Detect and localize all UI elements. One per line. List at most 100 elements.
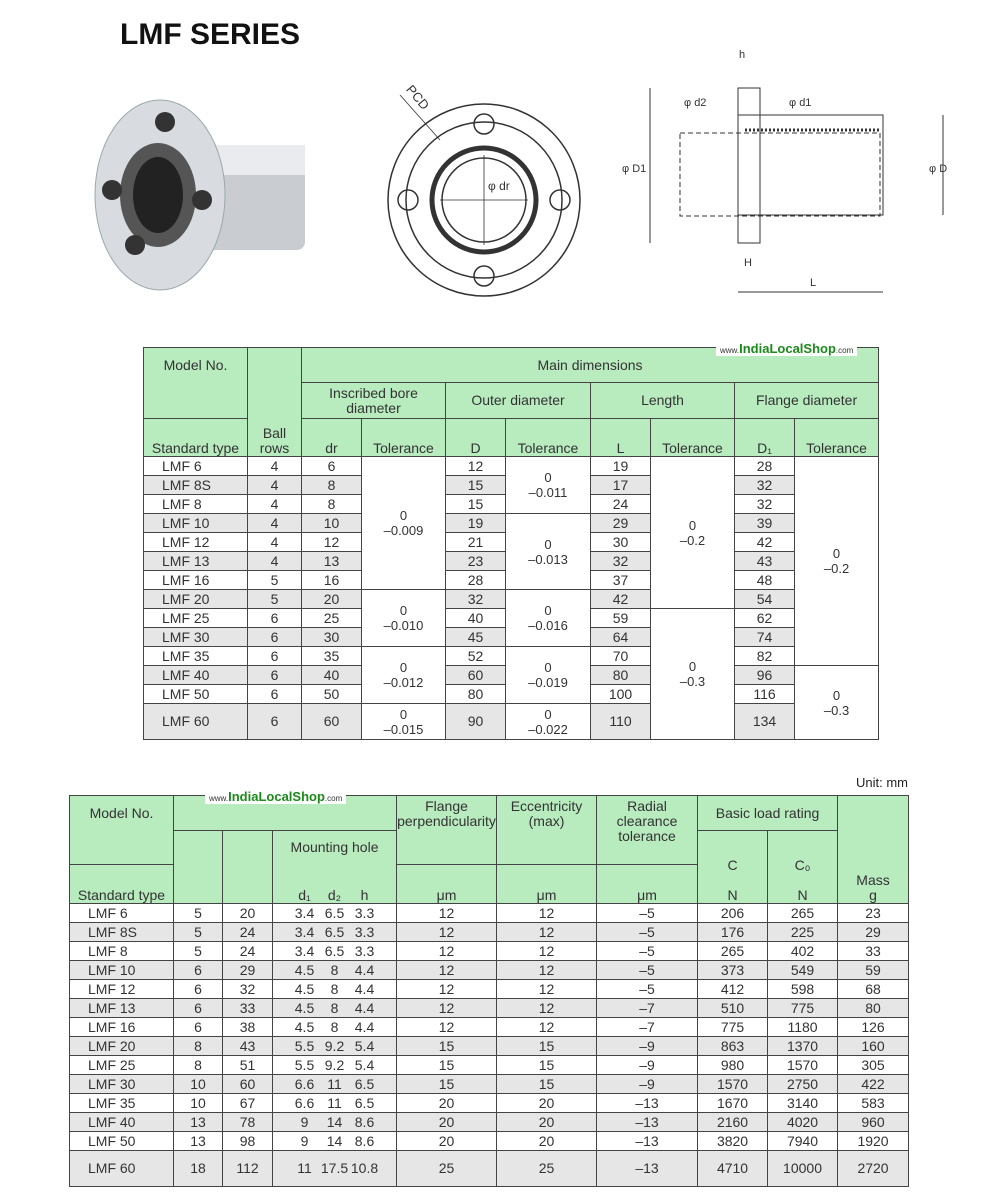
header-D1: D₁ [734, 418, 795, 457]
tolerance-upper: 0 [544, 660, 552, 675]
tolerance-lower: –0.022 [528, 721, 568, 737]
L-cell: 80 [590, 665, 651, 685]
eccentricity-cell: 15 [496, 1036, 598, 1056]
H-cell: 5 [173, 922, 223, 942]
dr-cell: 25 [301, 608, 362, 628]
table-row: LMF 13 6 33 4.5 8 4.4 12 12 –7 510 775 80 [69, 998, 910, 1018]
d1-value: 4.5 [294, 999, 315, 1016]
eccentricity-cell: 12 [496, 922, 598, 942]
tolerance-lower: –0.3 [823, 702, 850, 718]
model-cell: LMF 30 [143, 627, 248, 647]
tolerance-upper: 0 [688, 517, 697, 533]
table-row: LMF 8S 5 24 3.4 6.5 3.3 12 12 –5 176 225 29 [69, 922, 910, 942]
flange-perp-cell: 12 [396, 922, 498, 942]
specifications-table: Model No. Flange perpendicularity Eccent… [69, 795, 910, 1187]
dr-cell: 40 [301, 665, 362, 685]
flange-perp-cell: 12 [396, 903, 498, 923]
H-cell: 8 [173, 1055, 223, 1075]
tolerance-upper: 0 [688, 659, 697, 674]
mass-cell: 126 [837, 1017, 910, 1037]
C-cell: 775 [697, 1017, 769, 1037]
ball-rows-cell: 6 [247, 684, 302, 704]
unit-label: Unit: mm [856, 775, 908, 790]
eccentricity-cell: 20 [496, 1131, 598, 1151]
flange-perp-cell: 15 [396, 1036, 498, 1056]
side-view-drawing: h φ d2 φ d1 φ D1 φ D H L [622, 49, 947, 293]
front-view-drawing: PCD φ dr [387, 82, 581, 297]
mass-cell: 2720 [837, 1150, 910, 1187]
flange-perp-cell: 20 [396, 1112, 498, 1132]
table-row: LMF 12 4 12 21 30 42 [143, 532, 879, 552]
d2-value: 17.5 [320, 1160, 349, 1176]
dr-cell: 50 [301, 684, 362, 704]
dr-cell: 12 [301, 532, 362, 552]
D-cell: 52 [445, 646, 506, 666]
flange-perp-cell: 12 [396, 998, 498, 1018]
eccentricity-cell: 15 [496, 1074, 598, 1094]
ball-rows-cell: 6 [247, 608, 302, 628]
D-cell: 19 [445, 513, 506, 533]
tolerance-lower: –0.010 [383, 618, 424, 633]
mass-cell: 23 [837, 903, 910, 923]
h-value: 6.5 [354, 1075, 375, 1092]
table-row: LMF 10 4 10 19 0 –0.013 29 39 [143, 513, 879, 590]
dr-cell: 16 [301, 570, 362, 590]
model-cell: LMF 8 [143, 494, 248, 514]
C-cell: 3820 [697, 1131, 769, 1151]
d1-value: 5.5 [294, 1056, 315, 1073]
C-cell: 265 [697, 941, 769, 961]
tolerance-lower: –0.012 [383, 675, 424, 690]
tolerance-cell: 0 –0.3 [793, 665, 880, 740]
C0-cell: 1180 [767, 1017, 839, 1037]
d1-value: 5.5 [294, 1037, 315, 1054]
d1-value: 6.6 [294, 1094, 315, 1111]
C-cell: 863 [697, 1036, 769, 1056]
mounting-hole-cell: 4.5 8 4.4 [271, 979, 398, 999]
product-illustrations: PCD φ dr h φ d2 φ d1 φ D1 φ D H L [94, 49, 947, 297]
d1-value: 3.4 [294, 942, 315, 959]
flange-perp-cell: 20 [396, 1093, 498, 1113]
D-cell: 28 [445, 570, 506, 590]
mounting-hole-cell: 4.5 8 4.4 [271, 998, 398, 1018]
PCD-cell: 20 [222, 903, 273, 923]
table-row: LMF 35 10 67 6.6 11 6.5 20 20 –13 1670 3140 583 [69, 1093, 910, 1113]
radial-clearance-cell: –13 [596, 1150, 699, 1187]
D1-cell: 32 [734, 475, 795, 495]
mounting-hole-cell: 9 14 8.6 [271, 1131, 398, 1151]
table-row: LMF 6 5 20 3.4 6.5 3.3 12 12 –5 206 265 23 [69, 903, 910, 923]
model-cell: LMF 13 [143, 551, 248, 571]
ball-rows-cell: 4 [247, 513, 302, 533]
svg-text:φ D: φ D [929, 163, 947, 175]
L-cell: 32 [590, 551, 651, 571]
header-length: Length [590, 382, 735, 419]
svg-text:h: h [739, 49, 745, 61]
H-cell: 6 [173, 998, 223, 1018]
bearing-photo [94, 99, 305, 291]
d1-value: 9 [300, 1113, 309, 1130]
h-value: 8.6 [354, 1113, 375, 1130]
d2-value: 14 [326, 1132, 343, 1149]
ball-rows-cell: 4 [247, 456, 302, 476]
C-cell: 1670 [697, 1093, 769, 1113]
dr-cell: 10 [301, 513, 362, 533]
C-cell: 206 [697, 903, 769, 923]
model-cell: LMF 12 [143, 532, 248, 552]
D-cell: 60 [445, 665, 506, 685]
model-cell: LMF 8 [69, 941, 174, 961]
D1-cell: 82 [734, 646, 795, 666]
C-cell: 510 [697, 998, 769, 1018]
d2-value: 11 [327, 1094, 342, 1111]
mass-cell: 33 [837, 941, 910, 961]
H-cell: 13 [173, 1131, 223, 1151]
h-value: 10.8 [350, 1160, 379, 1176]
H-cell: 10 [173, 1093, 223, 1113]
PCD-cell: 51 [222, 1055, 273, 1075]
header-um: μm [396, 864, 498, 904]
table-row: LMF 13 4 13 23 32 43 [143, 551, 879, 571]
eccentricity-cell: 25 [496, 1150, 598, 1187]
d1-value: 9 [300, 1132, 309, 1149]
PCD-cell: 24 [222, 941, 273, 961]
ball-rows-cell: 5 [247, 589, 302, 609]
model-cell: LMF 12 [69, 979, 174, 999]
header-tolerance: Tolerance [793, 418, 880, 457]
